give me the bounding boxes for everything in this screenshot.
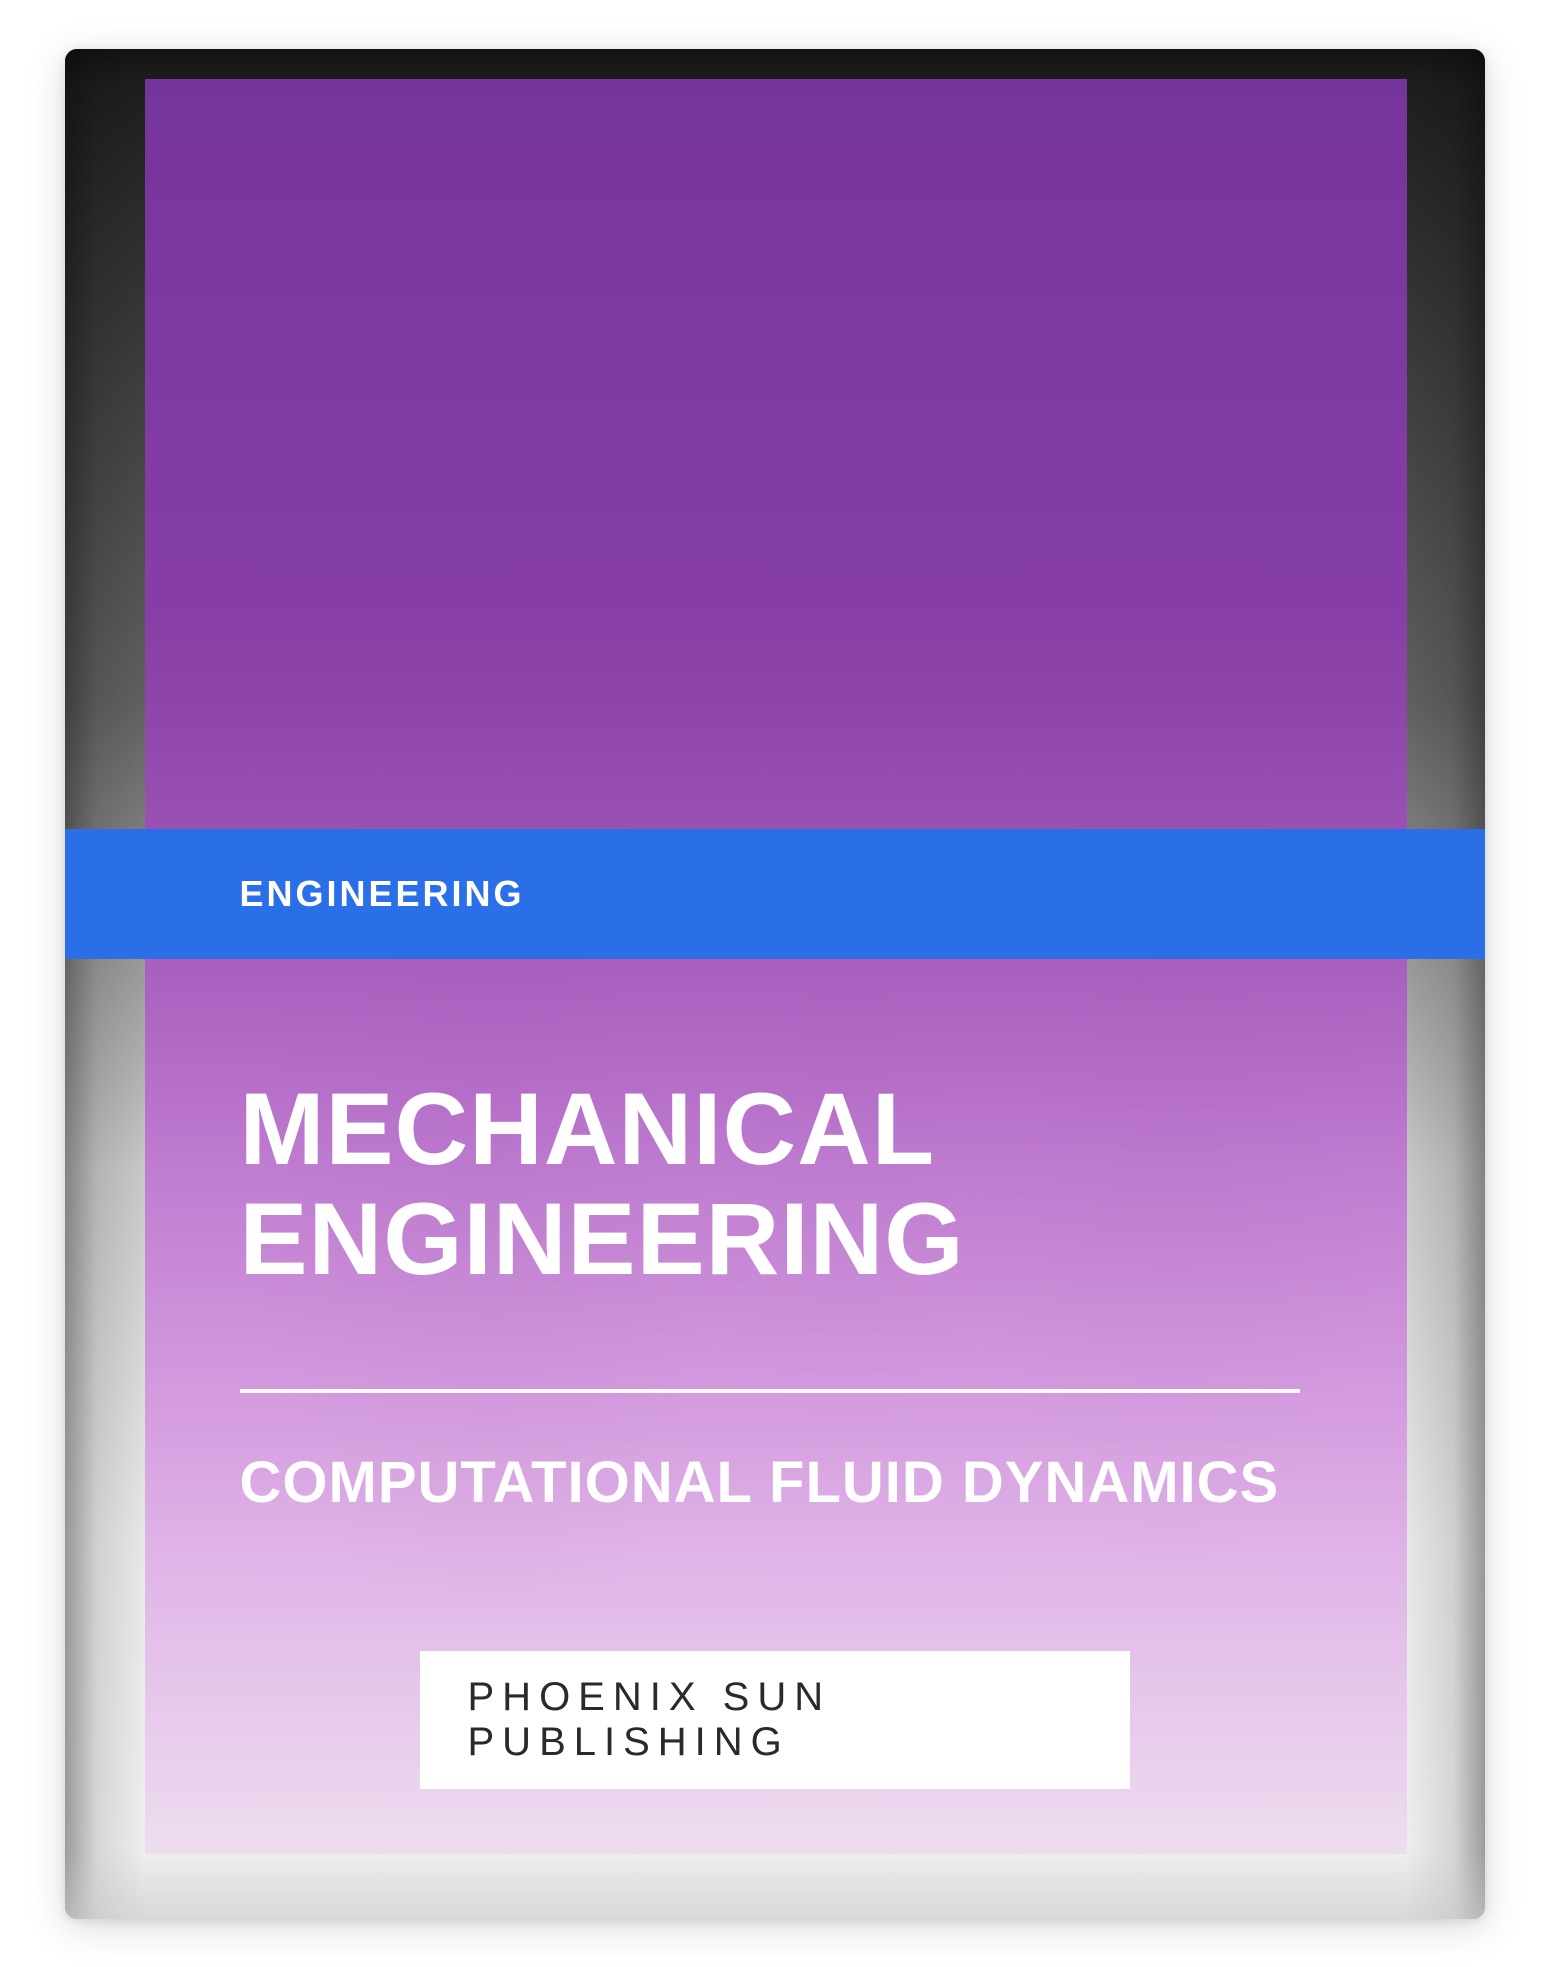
main-title: MECHANICAL ENGINEERING xyxy=(240,1074,1365,1294)
book-edge-shadow-right xyxy=(1405,49,1485,1919)
category-band: ENGINEERING xyxy=(65,829,1485,959)
book-cover: ENGINEERING MECHANICAL ENGINEERING COMPU… xyxy=(65,49,1485,1919)
category-label: ENGINEERING xyxy=(240,873,525,915)
purple-overlay-panel xyxy=(145,79,1407,1854)
subtitle-block: COMPUTATIONAL FLUID DYNAMICS xyxy=(240,1449,1365,1516)
book-bottom-shadow xyxy=(65,1849,1485,1919)
subtitle: COMPUTATIONAL FLUID DYNAMICS xyxy=(240,1449,1365,1516)
book-spine-shadow-left xyxy=(65,49,145,1919)
publisher-badge: PHOENIX SUN PUBLISHING xyxy=(420,1651,1130,1789)
publisher-text: PHOENIX SUN PUBLISHING xyxy=(468,1675,832,1764)
title-block: MECHANICAL ENGINEERING xyxy=(240,1074,1365,1294)
divider-line xyxy=(240,1389,1300,1393)
